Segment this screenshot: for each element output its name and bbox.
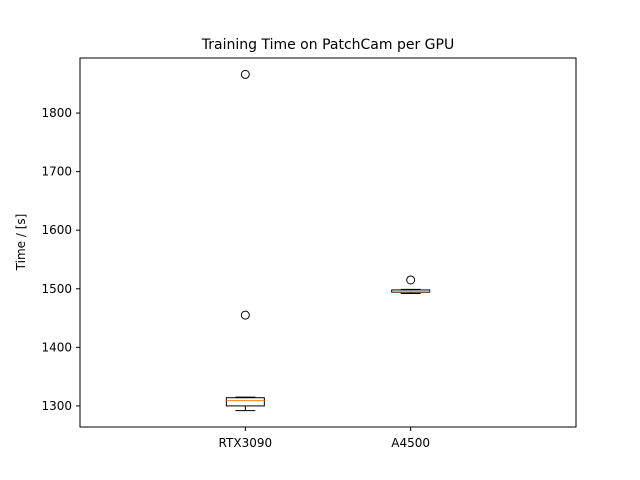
plot-frame [79,57,577,428]
x-tick-label: RTX3090 [219,436,273,450]
outlier-point [240,69,250,79]
outlier-point [240,310,250,320]
chart-title: Training Time on PatchCam per GPU [201,37,454,53]
outlier-point [406,275,416,285]
y-tick-label: 1500 [41,282,72,296]
y-axis-label: Time / [s] [14,214,28,272]
y-tick-label: 1400 [41,340,72,354]
y-tick-label: 1300 [41,399,72,413]
plot-area: 1300 1400 1500 1600 1700 1800 RTX3090 A4500 [41,57,577,450]
y-tick-label: 1600 [41,223,72,237]
box-iqr [225,397,265,407]
y-tick-label: 1800 [41,106,72,120]
x-tick-label: A4500 [391,436,430,450]
y-tick-label: 1700 [41,165,72,179]
box-iqr [391,289,431,293]
